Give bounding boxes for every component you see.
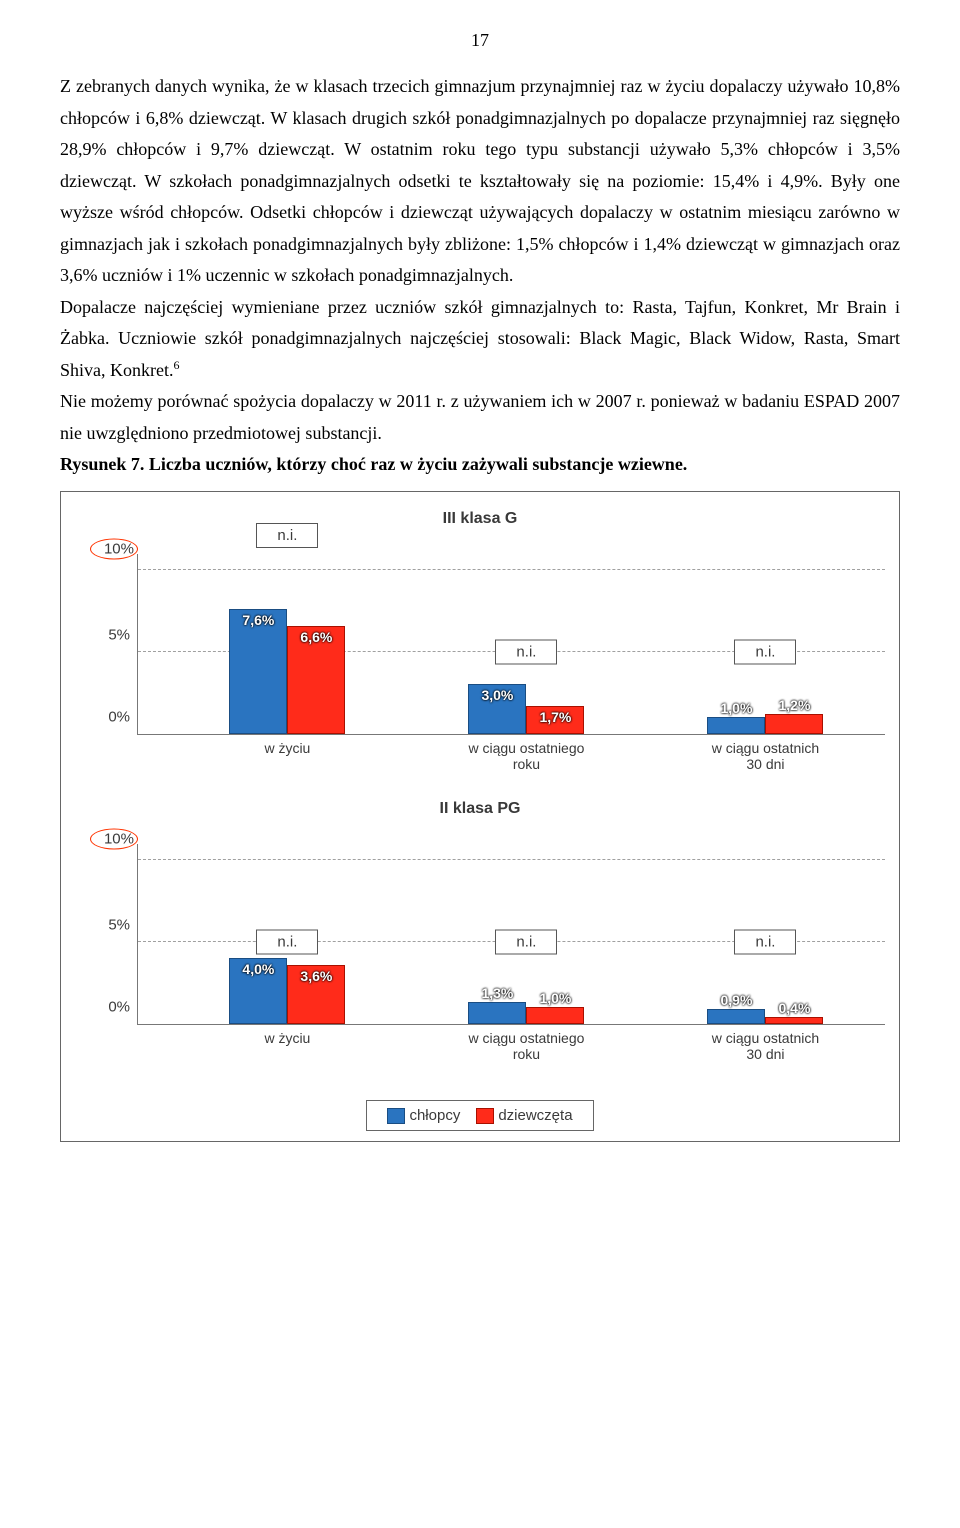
- ni-label: n.i.: [495, 639, 557, 664]
- chart-ii-klasa-pg: II klasa PG0%5%10%4,0%3,6%w życiun.i.1,3…: [75, 800, 885, 1060]
- bar-label: 1,2%: [769, 697, 819, 713]
- bar-label: 1,0%: [530, 990, 580, 1006]
- bar-group: 7,6%6,6%w życiun.i.: [183, 554, 392, 734]
- figure-caption: Rysunek 7. Liczba uczniów, którzy choć r…: [60, 454, 687, 474]
- bar-label: 0,9%: [711, 992, 761, 1008]
- paragraph-3: Nie możemy porównać spożycia dopalaczy w…: [60, 391, 900, 443]
- bar-girls: 1,7%: [526, 706, 584, 734]
- bars: 7,6% 6,6%: [229, 609, 345, 733]
- chart-legend: chłopcy dziewczęta: [65, 1100, 895, 1131]
- chart-iii-klasa-g: III klasa G 0% 5% 10% 7,6% 6,6% w życiu n.i. 3,0…: [75, 510, 885, 770]
- bar-group: 1,0%1,2%w ciągu ostatnich30 dnin.i.: [661, 554, 870, 734]
- category-label: w ciągu ostatniegoroku: [422, 1030, 631, 1062]
- footnote-ref: 6: [173, 358, 179, 372]
- bar-label: 1,3%: [472, 985, 522, 1001]
- y-tick-label: 10%: [90, 538, 138, 559]
- ni-badge: n.i.: [734, 639, 796, 664]
- bar-girls: 0,4%: [765, 1017, 823, 1024]
- ni-badge: n.i.: [734, 929, 796, 954]
- bar-girls: 6,6%: [287, 626, 345, 734]
- charts-container: III klasa G 0% 5% 10% 7,6% 6,6% w życiu n.i. 3,0…: [60, 491, 900, 1142]
- legend-item-girls: dziewczęta: [476, 1107, 572, 1124]
- bar-label: 4,0%: [233, 961, 283, 977]
- ni-badge: n.i.: [495, 639, 557, 664]
- bar-group: 0,9%0,4%w ciągu ostatnich30 dnin.i.: [661, 844, 870, 1024]
- y-tick-label: 5%: [90, 626, 130, 643]
- ni-badge: n.i.: [495, 929, 557, 954]
- swatch-blue-icon: [387, 1108, 405, 1124]
- bar-boys: 3,0%: [468, 684, 526, 733]
- bars: 0,9%0,4%: [707, 1009, 823, 1024]
- bar-boys: 1,0%: [707, 717, 765, 733]
- y-tick-label: 0%: [90, 998, 130, 1015]
- legend-girls-label: dziewczęta: [498, 1107, 572, 1124]
- category-label: w życiu: [183, 740, 392, 756]
- bar-label: 0,4%: [769, 1000, 819, 1016]
- ni-label: n.i.: [256, 929, 318, 954]
- swatch-red-icon: [476, 1108, 494, 1124]
- category-label: w ciągu ostatnich30 dni: [661, 1030, 870, 1062]
- legend-boys-label: chłopcy: [409, 1107, 460, 1124]
- y-tick-label: 10%: [90, 828, 138, 849]
- category-label: w ciągu ostatniegoroku: [422, 740, 631, 772]
- chart-heading: III klasa G: [75, 510, 885, 528]
- page-number: 17: [60, 30, 900, 51]
- bar-group: 4,0%3,6%w życiun.i.: [183, 844, 392, 1024]
- y-tick-label: 5%: [90, 916, 130, 933]
- ni-badge-top: n.i.: [256, 523, 318, 548]
- y-tick-label: 0%: [90, 708, 130, 725]
- ni-label: n.i.: [256, 523, 318, 548]
- bar-label: 7,6%: [233, 612, 283, 628]
- bar-girls: 1,2%: [765, 714, 823, 734]
- category-label: w życiu: [183, 1030, 392, 1046]
- bar-label: 6,6%: [291, 629, 341, 645]
- bar-label: 1,7%: [530, 709, 580, 725]
- chart-heading: II klasa PG: [75, 800, 885, 818]
- bar-group: 1,3%1,0%w ciągu ostatniegorokun.i.: [422, 844, 631, 1024]
- ni-label: n.i.: [734, 639, 796, 664]
- chart-plot: 0%5%10%7,6%6,6%w życiun.i.3,0%1,7%w ciąg…: [137, 554, 885, 735]
- bar-boys: 0,9%: [707, 1009, 765, 1024]
- bars: 4,0% 3,6%: [229, 958, 345, 1023]
- paragraph-1: Z zebranych danych wynika, że w klasach …: [60, 76, 900, 285]
- bar-group: 3,0%1,7%w ciągu ostatniegorokun.i.: [422, 554, 631, 734]
- ni-badge: n.i.: [256, 929, 318, 954]
- bar-boys: 4,0%: [229, 958, 287, 1023]
- chart-plot: 0%5%10%4,0%3,6%w życiun.i.1,3%1,0%w ciąg…: [137, 844, 885, 1025]
- ni-label: n.i.: [495, 929, 557, 954]
- category-label: w ciągu ostatnich30 dni: [661, 740, 870, 772]
- bar-label: 1,0%: [711, 700, 761, 716]
- bar-girls: 3,6%: [287, 965, 345, 1024]
- bar-boys: 7,6%: [229, 609, 287, 733]
- legend-item-boys: chłopcy: [387, 1107, 460, 1124]
- bars: 1,0%1,2%: [707, 714, 823, 734]
- bar-girls: 1,0%: [526, 1007, 584, 1023]
- bars: 3,0% 1,7%: [468, 684, 584, 733]
- bar-boys: 1,3%: [468, 1002, 526, 1023]
- paragraph-2: Dopalacze najczęściej wymieniane przez u…: [60, 297, 900, 380]
- bars: 1,3%1,0%: [468, 1002, 584, 1023]
- bar-label: 3,0%: [472, 687, 522, 703]
- bar-label: 3,6%: [291, 968, 341, 984]
- ni-label: n.i.: [734, 929, 796, 954]
- body-text: Z zebranych danych wynika, że w klasach …: [60, 71, 900, 481]
